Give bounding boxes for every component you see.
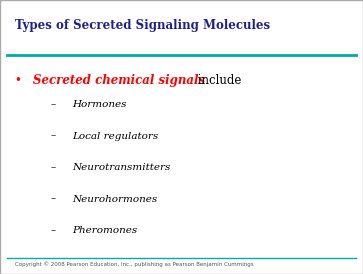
Text: Neurohormones: Neurohormones (73, 195, 158, 204)
Text: –: – (51, 226, 56, 235)
Text: –: – (51, 195, 56, 204)
Text: Hormones: Hormones (73, 100, 127, 109)
Text: include: include (194, 74, 242, 87)
Text: Local regulators: Local regulators (73, 132, 159, 141)
Text: Types of Secreted Signaling Molecules: Types of Secreted Signaling Molecules (15, 19, 270, 32)
Text: Neurotransmitters: Neurotransmitters (73, 163, 171, 172)
Text: Secreted chemical signals: Secreted chemical signals (33, 74, 205, 87)
Text: –: – (51, 132, 56, 141)
Text: –: – (51, 163, 56, 172)
Text: Pheromones: Pheromones (73, 226, 138, 235)
Text: –: – (51, 100, 56, 109)
Text: Copyright © 2008 Pearson Education, Inc., publishing as Pearson Benjamin Cumming: Copyright © 2008 Pearson Education, Inc.… (15, 262, 253, 267)
Text: •: • (15, 74, 21, 87)
